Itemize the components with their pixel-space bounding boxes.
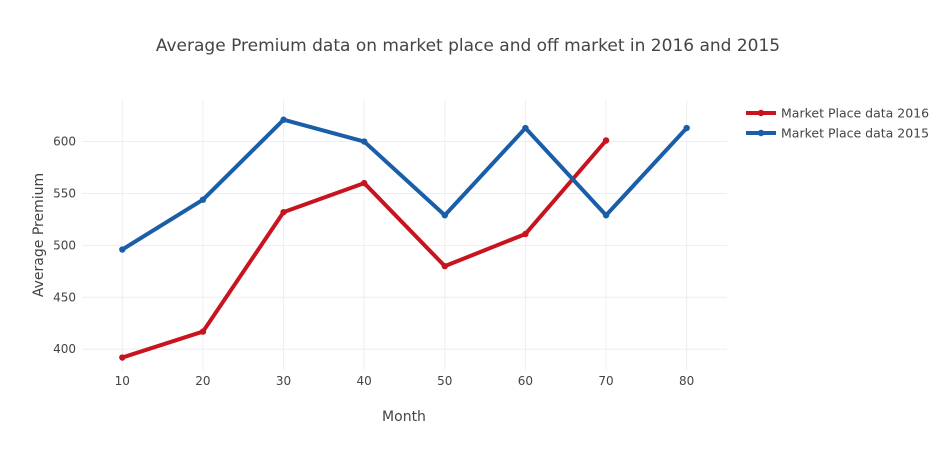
legend-item[interactable]: Market Place data 2015	[746, 126, 929, 141]
legend-label: Market Place data 2016	[781, 106, 929, 121]
series-1[interactable]	[119, 137, 610, 361]
x-tick-label: 70	[598, 374, 613, 388]
legend-marker	[757, 109, 765, 117]
data-point[interactable]	[683, 124, 690, 132]
x-tick-label: 20	[195, 374, 210, 388]
legend-label: Market Place data 2015	[781, 126, 929, 141]
x-axis-title: Month	[382, 409, 426, 425]
legend-item[interactable]: Market Place data 2016	[746, 106, 929, 121]
data-point[interactable]	[441, 262, 449, 270]
data-point[interactable]	[280, 208, 287, 216]
data-point[interactable]	[602, 212, 610, 219]
y-tick-label: 600	[53, 135, 76, 149]
series-line[interactable]	[120, 117, 689, 252]
x-axis-ticks: 10 20 30 40 50 60 70 80	[115, 374, 695, 388]
data-point[interactable]	[522, 230, 529, 238]
data-point[interactable]	[360, 138, 368, 145]
x-tick-label: 50	[437, 374, 452, 388]
data-point[interactable]	[119, 354, 126, 361]
y-axis-title: Average Premium	[31, 173, 47, 297]
x-tick-label: 40	[357, 374, 372, 388]
data-point[interactable]	[119, 246, 126, 253]
grid	[82, 100, 727, 370]
x-tick-label: 10	[115, 374, 130, 388]
data-point[interactable]	[199, 196, 207, 203]
data-point[interactable]	[280, 116, 287, 123]
y-axis-ticks: 400 450 500 550 600	[53, 135, 76, 357]
y-tick-label: 500	[53, 238, 76, 252]
x-tick-label: 80	[679, 374, 694, 388]
data-point[interactable]	[441, 212, 449, 219]
series-layer	[119, 116, 690, 361]
y-tick-label: 400	[53, 342, 76, 356]
chart-title: Average Premium data on market place and…	[156, 36, 780, 56]
x-tick-label: 30	[276, 374, 291, 388]
legend[interactable]: Market Place data 2016 Market Place data …	[746, 106, 929, 141]
y-tick-label: 550	[53, 186, 76, 200]
data-point[interactable]	[360, 179, 368, 187]
y-tick-label: 450	[53, 290, 76, 304]
series-2[interactable]	[119, 116, 690, 253]
legend-marker	[757, 129, 765, 137]
x-tick-label: 60	[518, 374, 533, 388]
data-point[interactable]	[522, 124, 529, 132]
data-point[interactable]	[602, 137, 610, 144]
data-point[interactable]	[199, 328, 207, 335]
